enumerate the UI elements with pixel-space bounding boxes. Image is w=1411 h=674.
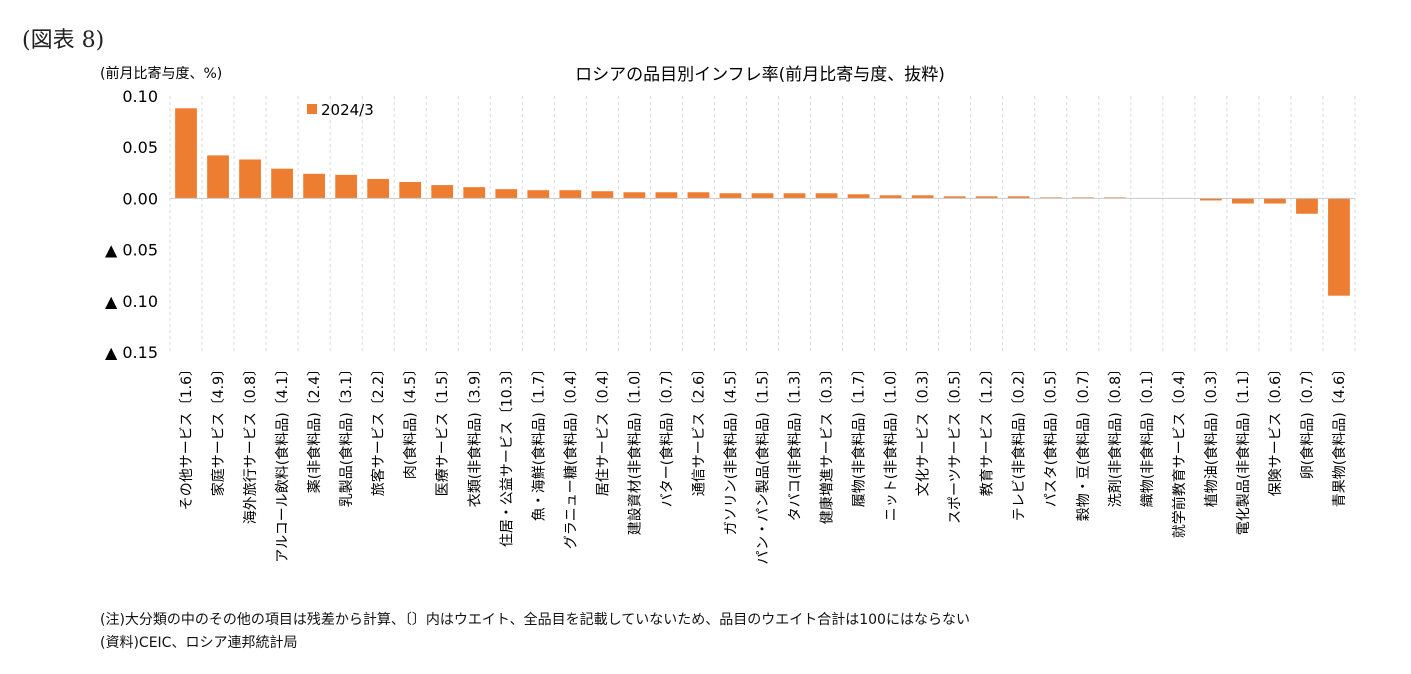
x-tick-label: スポーツサービス〔0.5〕 (948, 362, 964, 524)
x-tick-label: 植物油(食料品)〔0.3〕 (1203, 362, 1220, 507)
figure-label: (図表 8) (22, 28, 105, 53)
bar (1232, 198, 1254, 204)
bar (1328, 198, 1350, 296)
x-tick-label: テレビ(非食料品)〔0.2〕 (1011, 362, 1028, 521)
bar (1264, 198, 1286, 204)
y-axis-label: (前月比寄与度、%) (100, 65, 222, 82)
x-tick-label: 海外旅行サービス〔0.8〕 (243, 362, 259, 524)
x-tick-label: ニット(非食料品)〔1.0〕 (883, 362, 900, 521)
bar (655, 192, 678, 199)
bar (399, 182, 422, 199)
x-tick-labels: その他サービス〔1.6〕 家庭サービス〔4.9〕 海外旅行サービス〔0.8〕 アルコー… (179, 362, 1348, 565)
y-tick-labels: 0.10 0.05 0.00 ▲ 0.05 ▲ 0.10 ▲ 0.15 (105, 87, 158, 362)
x-tick-label: 卵(食料品)〔0.7〕 (1299, 362, 1316, 479)
bar (1103, 197, 1126, 199)
bar (559, 190, 582, 199)
x-tick-label: タバコ(非食料品)〔1.3〕 (787, 362, 804, 521)
bar (847, 194, 870, 199)
bar (303, 173, 326, 199)
bar (367, 178, 390, 199)
x-tick-label: 文化サービス〔0.3〕 (916, 362, 932, 496)
x-tick-label: 青果物(食料品)〔4.6〕 (1331, 362, 1348, 507)
bar (591, 191, 614, 199)
gridlines (169, 96, 1356, 352)
x-tick-label: 履物(非食料品)〔1.7〕 (851, 362, 868, 507)
x-tick-label: アルコール飲料(食料品)〔4.1〕 (274, 362, 291, 563)
x-tick-label: 衣類(非食料品)〔3.9〕 (466, 362, 483, 507)
bar-chart: ロシアの品目別インフレ率(前月比寄与度、抜粋) (前月比寄与度、%) 0.100… (100, 65, 1356, 565)
x-tick-label: 居住サービス〔0.4〕 (595, 362, 611, 496)
x-tick-label: 建設資材(非食料品)〔1.0〕 (626, 362, 643, 535)
x-tick-label: 住居・公益サービス〔10.3〕 (499, 362, 515, 547)
bar (911, 195, 934, 199)
x-tick-label: 電化製品(非食料品)〔1.1〕 (1235, 362, 1252, 535)
x-tick-label: パスタ(食料品)〔0.5〕 (1043, 362, 1060, 507)
bar (495, 189, 518, 199)
y-tick-label: ▲ 0.15 (105, 343, 158, 362)
y-tick-label: ▲ 0.10 (105, 292, 158, 311)
x-tick-label: バター(食料品)〔0.7〕 (658, 362, 675, 507)
legend-label: 2024/3 (321, 101, 374, 119)
x-tick-label: 就学前教育サービス〔0.4〕 (1171, 362, 1188, 538)
x-tick-label: 薬(非食料品)〔2.4〕 (306, 362, 323, 493)
bar (1071, 197, 1094, 199)
x-tick-label: 魚・海鮮(食料品)〔1.7〕 (530, 362, 547, 521)
bar (1039, 197, 1062, 199)
x-tick-label: ガソリン(非食料品)〔4.5〕 (722, 362, 739, 535)
y-tick-label: 0.10 (122, 87, 158, 106)
bar (239, 159, 261, 199)
bar (1296, 198, 1318, 214)
bar (783, 193, 806, 199)
bar (1007, 196, 1030, 199)
x-tick-label: 洗剤(非食料品)〔0.8〕 (1107, 362, 1124, 507)
x-tick-label: 肉(食料品)〔4.5〕 (402, 362, 419, 479)
x-tick-label: 穀物・豆(食料品)〔0.7〕 (1075, 362, 1092, 521)
bar (207, 155, 229, 199)
bar (175, 108, 197, 199)
x-tick-label: 教育サービス〔1.2〕 (980, 362, 996, 496)
bar (975, 196, 998, 199)
x-tick-label: 保険サービス〔0.6〕 (1268, 362, 1284, 496)
bars (175, 108, 1350, 296)
bar (815, 193, 838, 199)
source-note: (資料)CEIC、ロシア連邦統計局 (100, 635, 298, 651)
bar (1199, 198, 1222, 201)
x-tick-label: 家庭サービス〔4.9〕 (210, 362, 227, 496)
x-tick-label: グラニュー糖(食料品)〔0.4〕 (562, 362, 579, 549)
bar (335, 174, 358, 199)
legend: 2024/3 (307, 101, 374, 119)
bar (751, 193, 774, 199)
x-tick-label: その他サービス〔1.6〕 (179, 362, 195, 510)
bar (431, 185, 454, 199)
legend-swatch (307, 104, 317, 114)
x-tick-label: パン・パン製品(食料品)〔1.5〕 (755, 362, 772, 565)
y-tick-label: 0.00 (122, 189, 158, 208)
bar (719, 193, 742, 199)
bar (527, 190, 550, 199)
bar (623, 192, 646, 199)
y-tick-label: ▲ 0.05 (105, 241, 158, 260)
x-tick-label: 通信サービス〔2.6〕 (691, 362, 707, 496)
x-tick-label: 織物(非食料品)〔0.1〕 (1139, 362, 1156, 507)
x-tick-label: 医療サービス〔1.5〕 (434, 362, 451, 496)
x-tick-label: 旅客サービス〔2.2〕 (370, 362, 387, 496)
bar (271, 168, 293, 199)
bar (943, 196, 966, 199)
footnote: (注)大分類の中のその他の項目は残差から計算、〔〕内はウエイト、全品目を記載して… (100, 612, 970, 628)
y-tick-label: 0.05 (122, 138, 158, 157)
bar (879, 195, 902, 199)
x-tick-label: 健康増進サービス〔0.3〕 (819, 362, 836, 524)
bar (687, 192, 710, 199)
chart-title: ロシアの品目別インフレ率(前月比寄与度、抜粋) (575, 65, 945, 85)
bar (463, 187, 486, 199)
x-tick-label: 乳製品(食料品)〔3.1〕 (338, 362, 355, 507)
